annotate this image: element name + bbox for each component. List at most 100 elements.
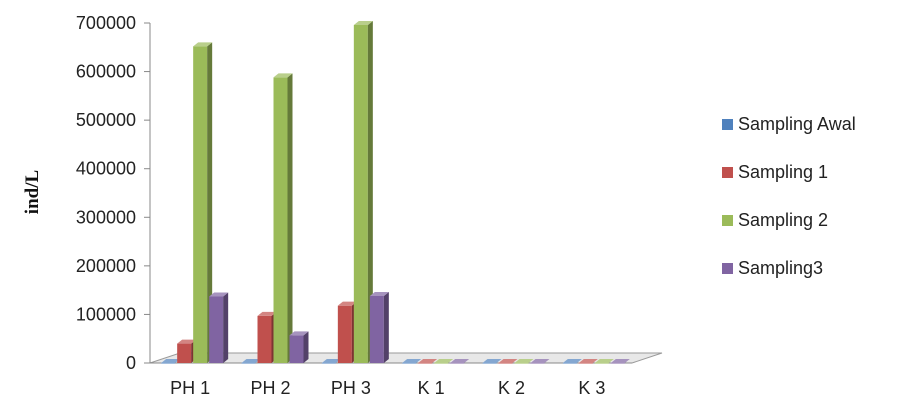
legend-label: Sampling Awal	[738, 114, 856, 134]
bar-front	[161, 363, 176, 364]
bar	[530, 359, 550, 364]
y-tick-label: 600000	[76, 62, 136, 82]
bar-top	[289, 331, 309, 336]
bar-top	[161, 359, 181, 363]
bar	[402, 359, 422, 364]
legend-label: Sampling3	[738, 258, 823, 278]
bar-front	[482, 363, 497, 364]
bar-top	[418, 359, 438, 363]
bar-front	[337, 305, 352, 363]
y-tick-labels: 0 100000 200000 300000 400000 500000 600000 700…	[76, 13, 136, 373]
x-tick-label: K 3	[578, 378, 605, 398]
bar	[241, 359, 261, 364]
bar-top	[530, 359, 550, 363]
y-tick-label: 700000	[76, 13, 136, 33]
bar	[562, 359, 582, 364]
legend-label: Sampling 2	[738, 210, 828, 230]
legend-swatch	[722, 215, 733, 226]
y-tick-label: 500000	[76, 110, 136, 130]
bar-top	[337, 301, 357, 306]
bar-front	[514, 363, 529, 364]
bar	[578, 359, 598, 364]
bar-side	[367, 20, 373, 363]
bars	[161, 20, 630, 364]
bar-top	[434, 359, 454, 363]
legend-item: Sampling Awal	[722, 114, 856, 134]
bar-top	[241, 359, 261, 363]
bar	[610, 359, 630, 364]
bar-front	[369, 295, 384, 363]
bar	[482, 359, 502, 364]
bar-top	[498, 359, 518, 363]
y-axis-label: ind/L	[22, 170, 43, 214]
bar-top	[562, 359, 582, 363]
bar-top	[353, 20, 373, 25]
bar-side	[303, 331, 309, 363]
x-tick-label: K 2	[498, 378, 525, 398]
bar-side	[207, 42, 213, 364]
bar-top	[369, 291, 389, 296]
bar-top	[321, 359, 341, 363]
x-tick-label: K 1	[418, 378, 445, 398]
legend-item: Sampling3	[722, 258, 823, 278]
y-tick-label: 0	[126, 353, 136, 373]
bar-front	[273, 77, 288, 364]
bar-front	[177, 343, 192, 363]
y-tick-label: 200000	[76, 256, 136, 276]
bar-front	[289, 335, 304, 363]
bar	[193, 42, 213, 364]
legend-item: Sampling 1	[722, 162, 828, 182]
bar-top	[177, 339, 197, 344]
bar	[209, 292, 229, 363]
x-tick-label: PH 3	[331, 378, 371, 398]
bar-front	[578, 363, 593, 364]
bar-top	[273, 73, 293, 78]
bar-side	[287, 73, 293, 364]
bar-front	[321, 363, 336, 364]
bar-front	[353, 24, 368, 363]
bar-front	[450, 363, 465, 364]
bar-front	[562, 363, 577, 364]
bar-front	[402, 363, 417, 364]
legend-item: Sampling 2	[722, 210, 828, 230]
legend-swatch	[722, 263, 733, 274]
bar-top	[193, 42, 213, 47]
bar	[273, 73, 293, 364]
bar-front	[610, 363, 625, 364]
bar-top	[257, 311, 277, 316]
y-tick-label: 400000	[76, 159, 136, 179]
legend-swatch	[722, 167, 733, 178]
bar	[289, 331, 309, 363]
bar	[450, 359, 470, 364]
bar-top	[482, 359, 502, 363]
bar-top	[450, 359, 470, 363]
bar	[353, 20, 373, 363]
bar-front	[594, 363, 609, 364]
bar-top	[610, 359, 630, 363]
bar-top	[209, 292, 229, 297]
bar	[321, 359, 341, 364]
bar-front	[434, 363, 449, 364]
x-tick-label: PH 1	[170, 378, 210, 398]
x-tick-labels: PH 1 PH 2 PH 3 K 1 K 2 K 3	[170, 378, 605, 398]
bar-front	[257, 315, 272, 363]
bar	[514, 359, 534, 364]
bar-top	[402, 359, 422, 363]
bar	[498, 359, 518, 364]
bar-front	[530, 363, 545, 364]
bar-front	[418, 363, 433, 364]
x-tick-label: PH 2	[250, 378, 290, 398]
bar	[594, 359, 614, 364]
legend-swatch	[722, 119, 733, 130]
y-tick-label: 100000	[76, 304, 136, 324]
bar-top	[578, 359, 598, 363]
bar	[418, 359, 438, 364]
bar-side	[383, 291, 389, 363]
bar-top	[594, 359, 614, 363]
bar-front	[498, 363, 513, 364]
bar-front	[241, 363, 256, 364]
bar	[434, 359, 454, 364]
y-tick-label: 300000	[76, 207, 136, 227]
legend: Sampling Awal Sampling 1 Sampling 2 Samplin…	[722, 114, 856, 278]
